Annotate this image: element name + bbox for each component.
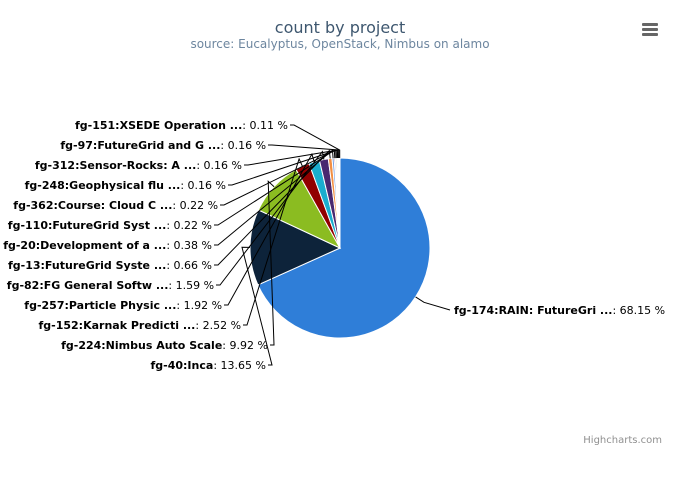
data-label-name: fg-97:FutureGrid and G ... xyxy=(60,139,220,152)
data-label-name: fg-174:RAIN: FutureGri ... xyxy=(454,304,612,317)
data-label-name: fg-13:FutureGrid Syste ... xyxy=(8,259,166,272)
data-label-name: fg-152:Karnak Predicti ... xyxy=(39,319,196,332)
hamburger-menu-icon xyxy=(642,23,658,36)
label-connector xyxy=(228,149,338,186)
data-label-value: : 0.16 % xyxy=(180,179,226,192)
data-label-value: : 2.52 % xyxy=(195,319,241,332)
label-connector xyxy=(244,149,339,166)
data-label: fg-20:Development of a ...: 0.38 % xyxy=(3,239,212,252)
data-label-value: : 0.16 % xyxy=(196,159,242,172)
data-label: fg-152:Karnak Predicti ...: 2.52 % xyxy=(39,319,242,332)
data-label: fg-40:Inca: 13.65 % xyxy=(151,359,266,372)
data-label: fg-362:Course: Cloud C ...: 0.22 % xyxy=(13,199,218,212)
data-label-value: : 0.22 % xyxy=(166,219,212,232)
data-label-value: : 68.15 % xyxy=(612,304,665,317)
data-label-name: fg-20:Development of a ... xyxy=(3,239,166,252)
data-label: fg-248:Geophysical flu ...: 0.16 % xyxy=(25,179,226,192)
data-label: fg-82:FG General Softw ...: 1.59 % xyxy=(7,279,214,292)
data-label-name: fg-151:XSEDE Operation ... xyxy=(75,119,242,132)
data-label-value: : 0.38 % xyxy=(166,239,212,252)
label-connector xyxy=(214,149,331,266)
label-connector xyxy=(220,149,337,206)
data-label: fg-13:FutureGrid Syste ...: 0.66 % xyxy=(8,259,212,272)
data-label-value: : 0.22 % xyxy=(172,199,218,212)
data-label-name: fg-224:Nimbus Auto Scale xyxy=(61,339,222,352)
data-label-name: fg-82:FG General Softw ... xyxy=(7,279,169,292)
data-label: fg-312:Sensor-Rocks: A ...: 0.16 % xyxy=(35,159,242,172)
data-label-value: : 1.59 % xyxy=(168,279,214,292)
credits-link[interactable]: Highcharts.com xyxy=(583,435,662,446)
label-connector xyxy=(214,149,334,246)
data-label-value: : 1.92 % xyxy=(176,299,222,312)
data-labels: fg-174:RAIN: FutureGri ...: 68.15 % fg-15… xyxy=(3,119,665,372)
data-label-name: fg-257:Particle Physic ... xyxy=(24,299,176,312)
data-label: fg-224:Nimbus Auto Scale: 9.92 % xyxy=(61,339,268,352)
data-label-name: fg-312:Sensor-Rocks: A ... xyxy=(35,159,196,172)
data-label-name: fg-248:Geophysical flu ... xyxy=(25,179,181,192)
data-label-name: fg-40:Inca xyxy=(151,359,214,372)
label-connector xyxy=(267,180,275,346)
label-connectors xyxy=(214,124,451,366)
data-label-value: : 0.66 % xyxy=(166,259,212,272)
data-label-value: : 9.92 % xyxy=(222,339,268,352)
data-label: fg-97:FutureGrid and G ...: 0.16 % xyxy=(60,139,266,152)
chart-subtitle: source: Eucalyptus, OpenStack, Nimbus on… xyxy=(190,37,489,51)
label-connector xyxy=(216,150,325,286)
label-connector xyxy=(268,144,340,159)
chart-title: count by project xyxy=(275,18,405,37)
data-label-value: : 0.16 % xyxy=(220,139,266,152)
data-label-name: fg-362:Course: Cloud C ... xyxy=(13,199,172,212)
data-label-name: fg-110:FutureGrid Syst ... xyxy=(8,219,167,232)
label-connector xyxy=(290,124,341,158)
pie-slice[interactable] xyxy=(338,157,341,249)
data-label-value: : 0.11 % xyxy=(242,119,288,132)
label-connector xyxy=(415,296,451,311)
label-connector xyxy=(241,246,273,366)
label-connector xyxy=(243,157,303,326)
label-connector xyxy=(214,149,336,226)
data-label: fg-257:Particle Physic ...: 1.92 % xyxy=(24,299,222,312)
pie-slices xyxy=(249,157,431,339)
data-label: fg-174:RAIN: FutureGri ...: 68.15 % xyxy=(454,304,665,317)
pie-slice[interactable] xyxy=(257,157,431,339)
export-menu-button[interactable] xyxy=(638,19,662,41)
data-label: fg-151:XSEDE Operation ...: 0.11 % xyxy=(75,119,288,132)
data-label-value: : 13.65 % xyxy=(213,359,266,372)
data-label: fg-110:FutureGrid Syst ...: 0.22 % xyxy=(8,219,212,232)
